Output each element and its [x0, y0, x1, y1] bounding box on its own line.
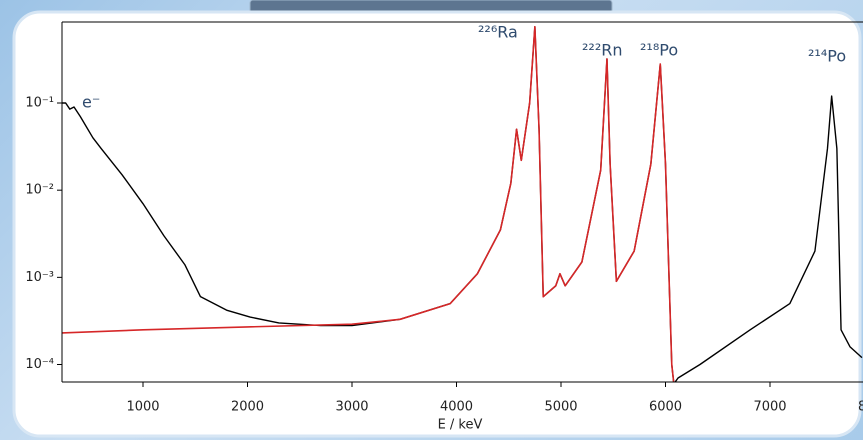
y-tick-label: 10⁻² — [25, 183, 54, 198]
x-axis-label: E / keV — [438, 418, 483, 433]
x-tick-label: 6000 — [649, 400, 682, 415]
y-tick-label: 10⁻¹ — [25, 96, 54, 111]
x-tick-label: 1000 — [126, 400, 159, 415]
peak-annotation: e⁻ — [82, 93, 100, 112]
peak-annotation: ²¹⁴Po — [808, 47, 846, 66]
x-tick-label: 3000 — [335, 400, 368, 415]
y-tick-label: 10⁻⁴ — [25, 357, 54, 372]
x-tick-label: 5000 — [544, 400, 577, 415]
series-line — [62, 25, 675, 382]
x-tick-label: 7000 — [753, 400, 786, 415]
peak-annotation: ²¹⁸Po — [640, 41, 678, 60]
plot-area — [62, 25, 863, 382]
x-tick-label: 2000 — [231, 400, 264, 415]
x-tick-label: 4000 — [440, 400, 473, 415]
panel — [12, 10, 862, 438]
x-tick-label: 8000 — [858, 400, 863, 415]
peak-annotation: ²²²Rn — [582, 41, 623, 60]
y-tick-label: 10⁻³ — [25, 270, 54, 285]
peak-annotation: ²²⁶Ra — [478, 23, 518, 42]
